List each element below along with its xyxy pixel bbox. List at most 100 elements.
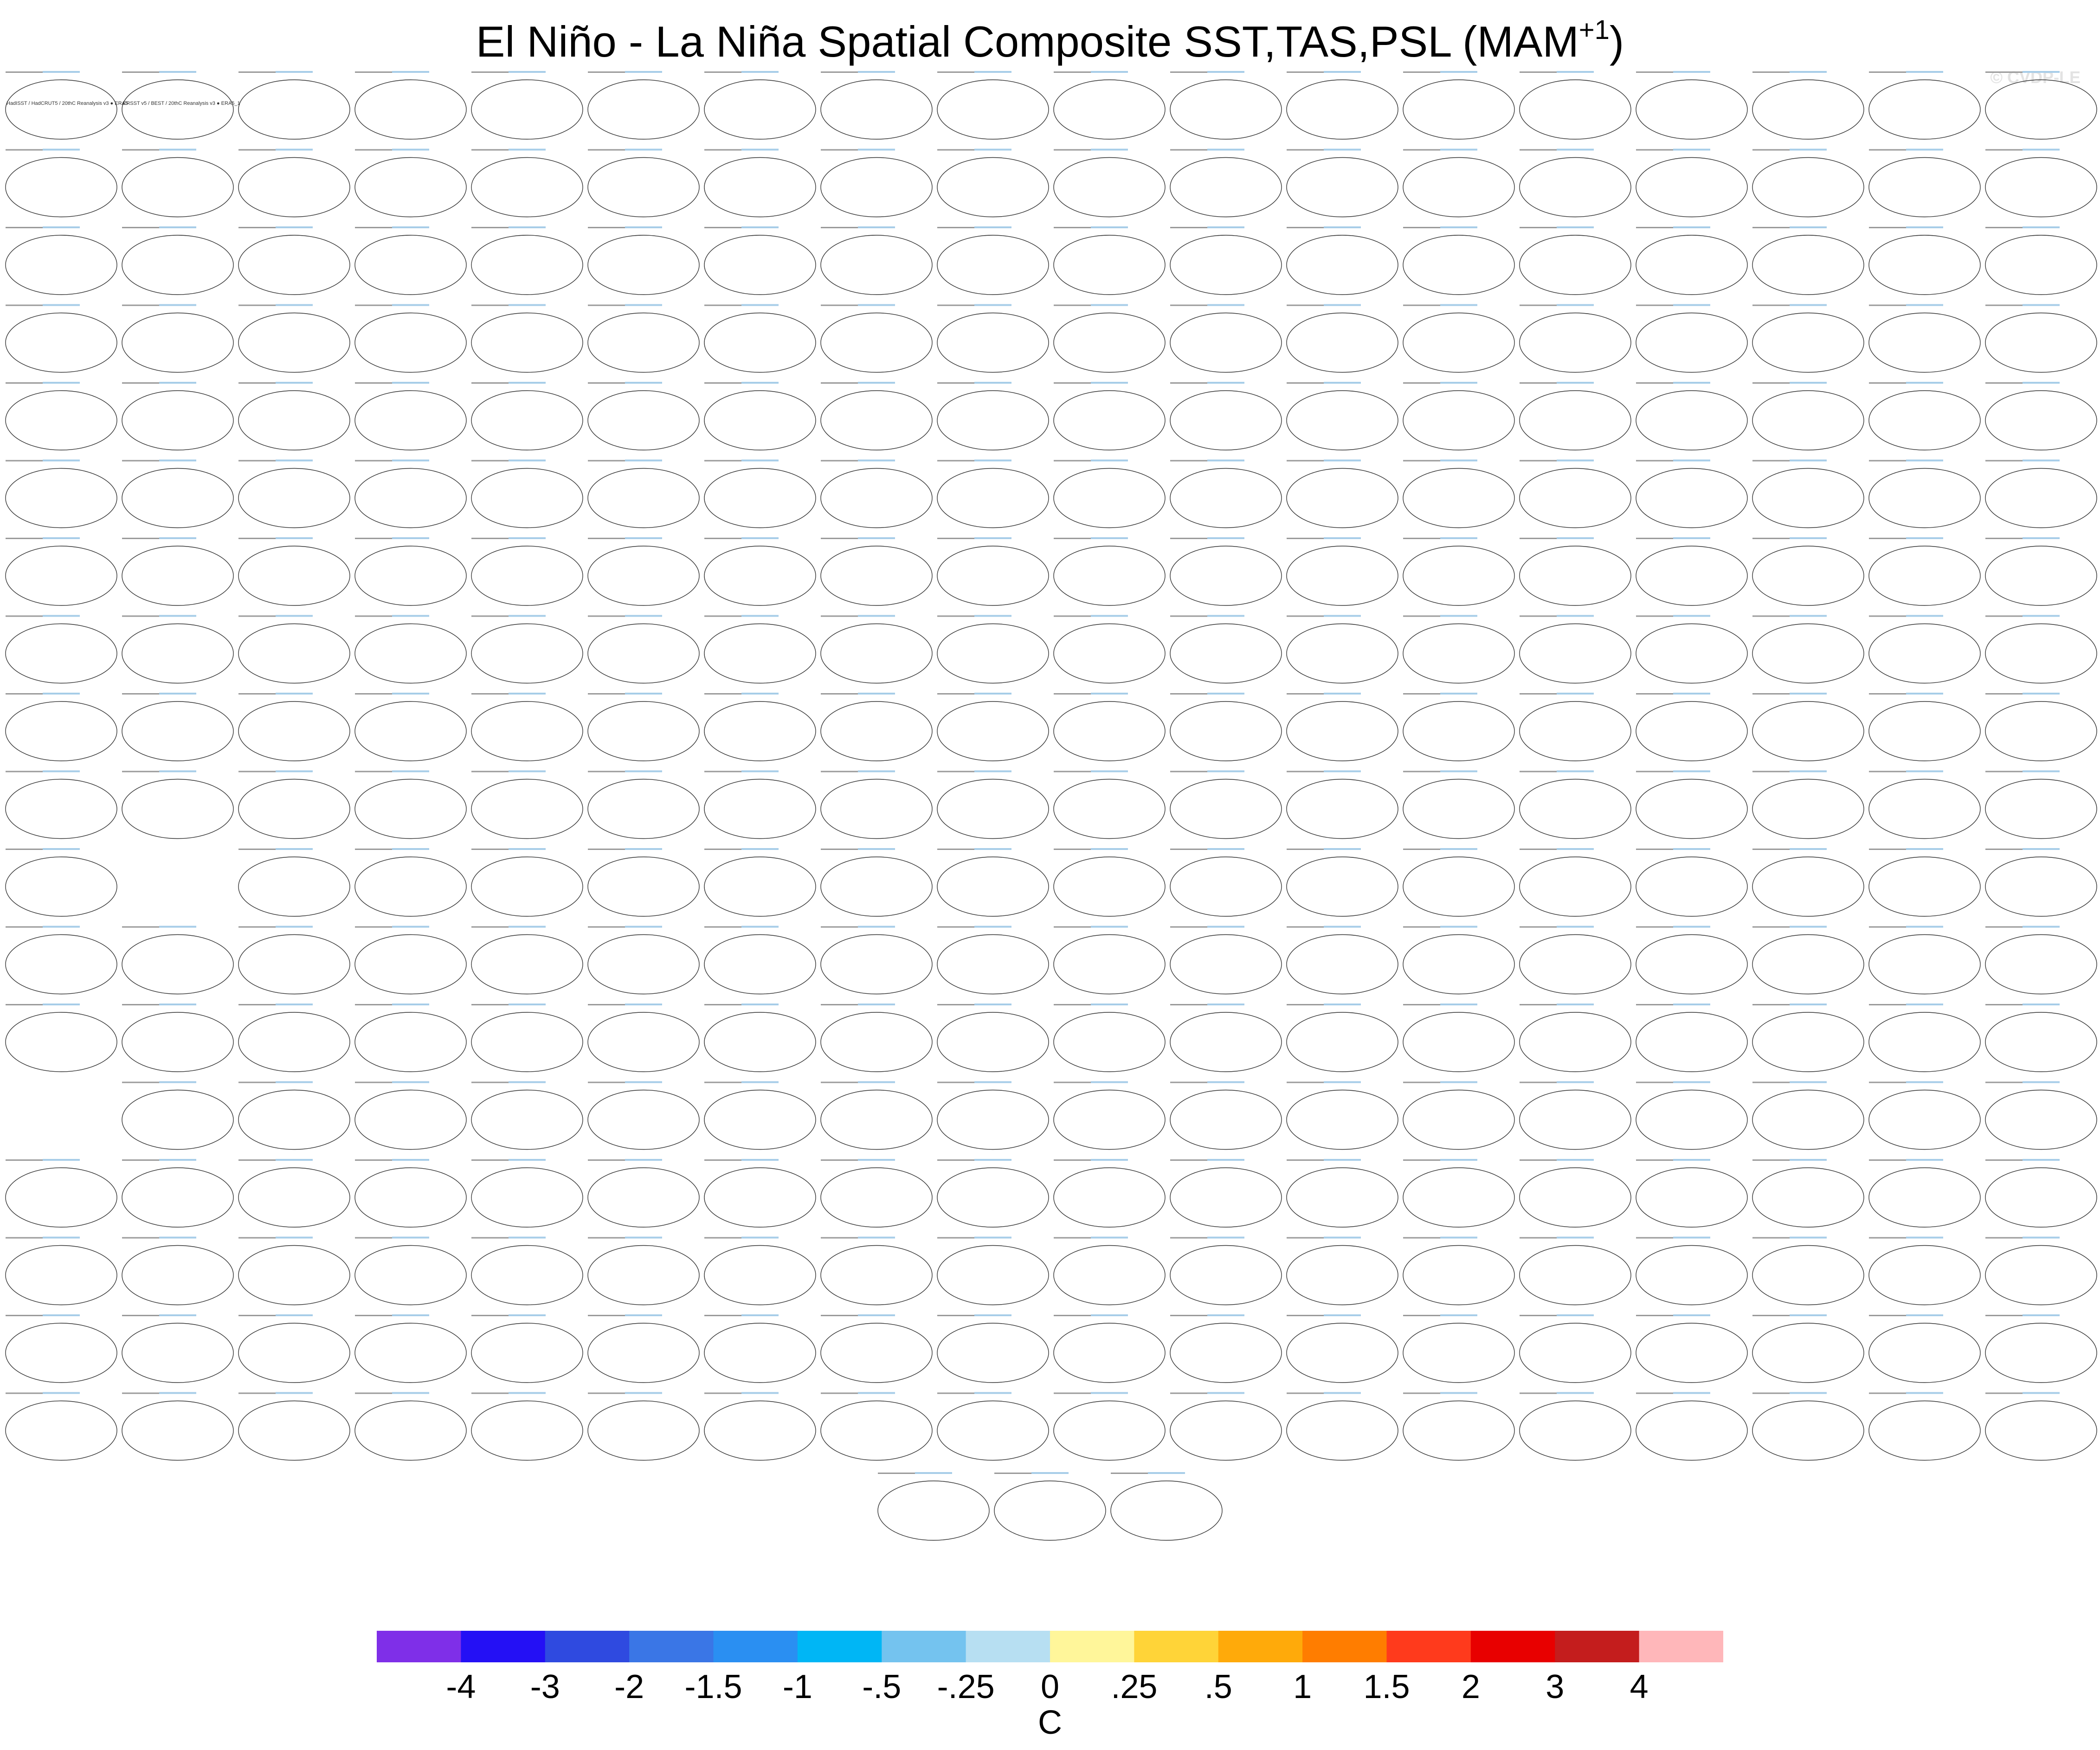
colorbar-tick-label: 4 xyxy=(1630,1668,1649,1705)
colorbar-swatch xyxy=(882,1631,966,1662)
map-panel xyxy=(1286,1159,1398,1228)
map-panel xyxy=(820,1236,933,1306)
map-panel xyxy=(5,1392,117,1461)
map-panel xyxy=(471,1159,583,1228)
map-panel xyxy=(1170,1314,1282,1383)
map-panel xyxy=(354,1236,467,1306)
map-panel xyxy=(354,71,467,140)
map-panel xyxy=(1403,148,1515,218)
map-panel xyxy=(1286,1236,1398,1306)
map-panel xyxy=(1868,1081,1981,1150)
colorbar-swatch xyxy=(1555,1631,1640,1662)
colorbar-swatch xyxy=(1050,1631,1134,1662)
map-panel xyxy=(1752,693,1864,761)
map-panel xyxy=(1636,1081,1748,1150)
map-panel xyxy=(354,848,467,917)
map-panel xyxy=(704,848,816,917)
map-panel xyxy=(354,926,467,995)
map-panel xyxy=(1170,1392,1282,1461)
colorbar-tick-label: .5 xyxy=(1204,1668,1232,1705)
map-panel xyxy=(238,1004,350,1072)
map-panel xyxy=(1403,1159,1515,1228)
map-panel xyxy=(820,1081,933,1150)
map-panel xyxy=(1868,1314,1981,1383)
map-panel xyxy=(354,1159,467,1228)
colorbar-swatch xyxy=(966,1631,1050,1662)
map-panel xyxy=(1636,226,1748,295)
map-panel xyxy=(354,304,467,373)
map-panel xyxy=(238,226,350,295)
map-panel xyxy=(1286,537,1398,606)
map-panel xyxy=(354,148,467,218)
colorbar-tick-label: -4 xyxy=(446,1668,476,1705)
map-panel xyxy=(471,1392,583,1461)
map-panel xyxy=(1286,148,1398,218)
map-panel xyxy=(1170,848,1282,917)
map-panel xyxy=(1636,304,1748,373)
map-panel xyxy=(1170,1004,1282,1072)
colorbar-tick-label: .25 xyxy=(1111,1668,1158,1705)
map-panel xyxy=(587,459,700,528)
map-panel xyxy=(1985,615,2097,684)
map-panel xyxy=(937,1004,1049,1072)
colorbar-swatch xyxy=(1470,1631,1555,1662)
map-panel xyxy=(1403,226,1515,295)
map-panel xyxy=(1985,1004,2097,1072)
map-panel xyxy=(1403,1314,1515,1383)
map-panel xyxy=(238,693,350,761)
map-panel xyxy=(5,459,117,528)
map-panel xyxy=(1985,1081,2097,1150)
map-panel xyxy=(1170,693,1282,761)
map-panel xyxy=(587,1392,700,1461)
map-panel xyxy=(1403,693,1515,761)
map-panel xyxy=(1110,1472,1223,1541)
map-panel xyxy=(5,304,117,373)
map-panel xyxy=(820,1159,933,1228)
map-panel xyxy=(122,926,234,995)
map-panel xyxy=(1170,926,1282,995)
map-panel xyxy=(122,71,234,140)
map-panel xyxy=(820,1314,933,1383)
map-panel xyxy=(1868,71,1981,140)
map-panel xyxy=(1868,148,1981,218)
map-panel xyxy=(587,1081,700,1150)
colorbar-swatch xyxy=(1386,1631,1471,1662)
map-panel xyxy=(937,693,1049,761)
map-panel xyxy=(122,693,234,761)
map-panel xyxy=(1053,1392,1166,1461)
map-panel xyxy=(1403,770,1515,839)
map-panel xyxy=(994,1472,1106,1541)
map-panel xyxy=(704,1392,816,1461)
map-panel xyxy=(587,71,700,140)
map-panel xyxy=(1636,1159,1748,1228)
map-panel xyxy=(1053,71,1166,140)
map-panel xyxy=(1170,71,1282,140)
map-panel xyxy=(1053,537,1166,606)
map-panel xyxy=(238,71,350,140)
map-panel xyxy=(1985,537,2097,606)
map-panel xyxy=(1519,693,1631,761)
map-panel xyxy=(1519,1081,1631,1150)
colorbar-swatch xyxy=(545,1631,630,1662)
map-panel xyxy=(238,848,350,917)
map-panel xyxy=(937,615,1049,684)
map-panel xyxy=(122,537,234,606)
map-panel xyxy=(587,1004,700,1072)
map-panel xyxy=(1752,1081,1864,1150)
map-panel xyxy=(1286,1392,1398,1461)
map-panel xyxy=(1053,1236,1166,1306)
map-panel xyxy=(471,1004,583,1072)
map-panel xyxy=(471,304,583,373)
map-panel xyxy=(1868,226,1981,295)
panel-header: ERSST v5 / BEST / 20thC Reanalysis v3 ● … xyxy=(123,101,240,106)
map-panel xyxy=(1752,1159,1864,1228)
colorbar-swatch xyxy=(797,1631,882,1662)
colorbar-units: C xyxy=(1038,1704,1062,1741)
map-panel xyxy=(1868,1392,1981,1461)
map-panel xyxy=(1053,226,1166,295)
map-panel xyxy=(1752,1392,1864,1461)
map-panel xyxy=(1636,1236,1748,1306)
map-panel xyxy=(1752,1236,1864,1306)
colorbar-tick-label: 0 xyxy=(1040,1668,1060,1705)
colorbar-tick-label: -3 xyxy=(530,1668,560,1705)
